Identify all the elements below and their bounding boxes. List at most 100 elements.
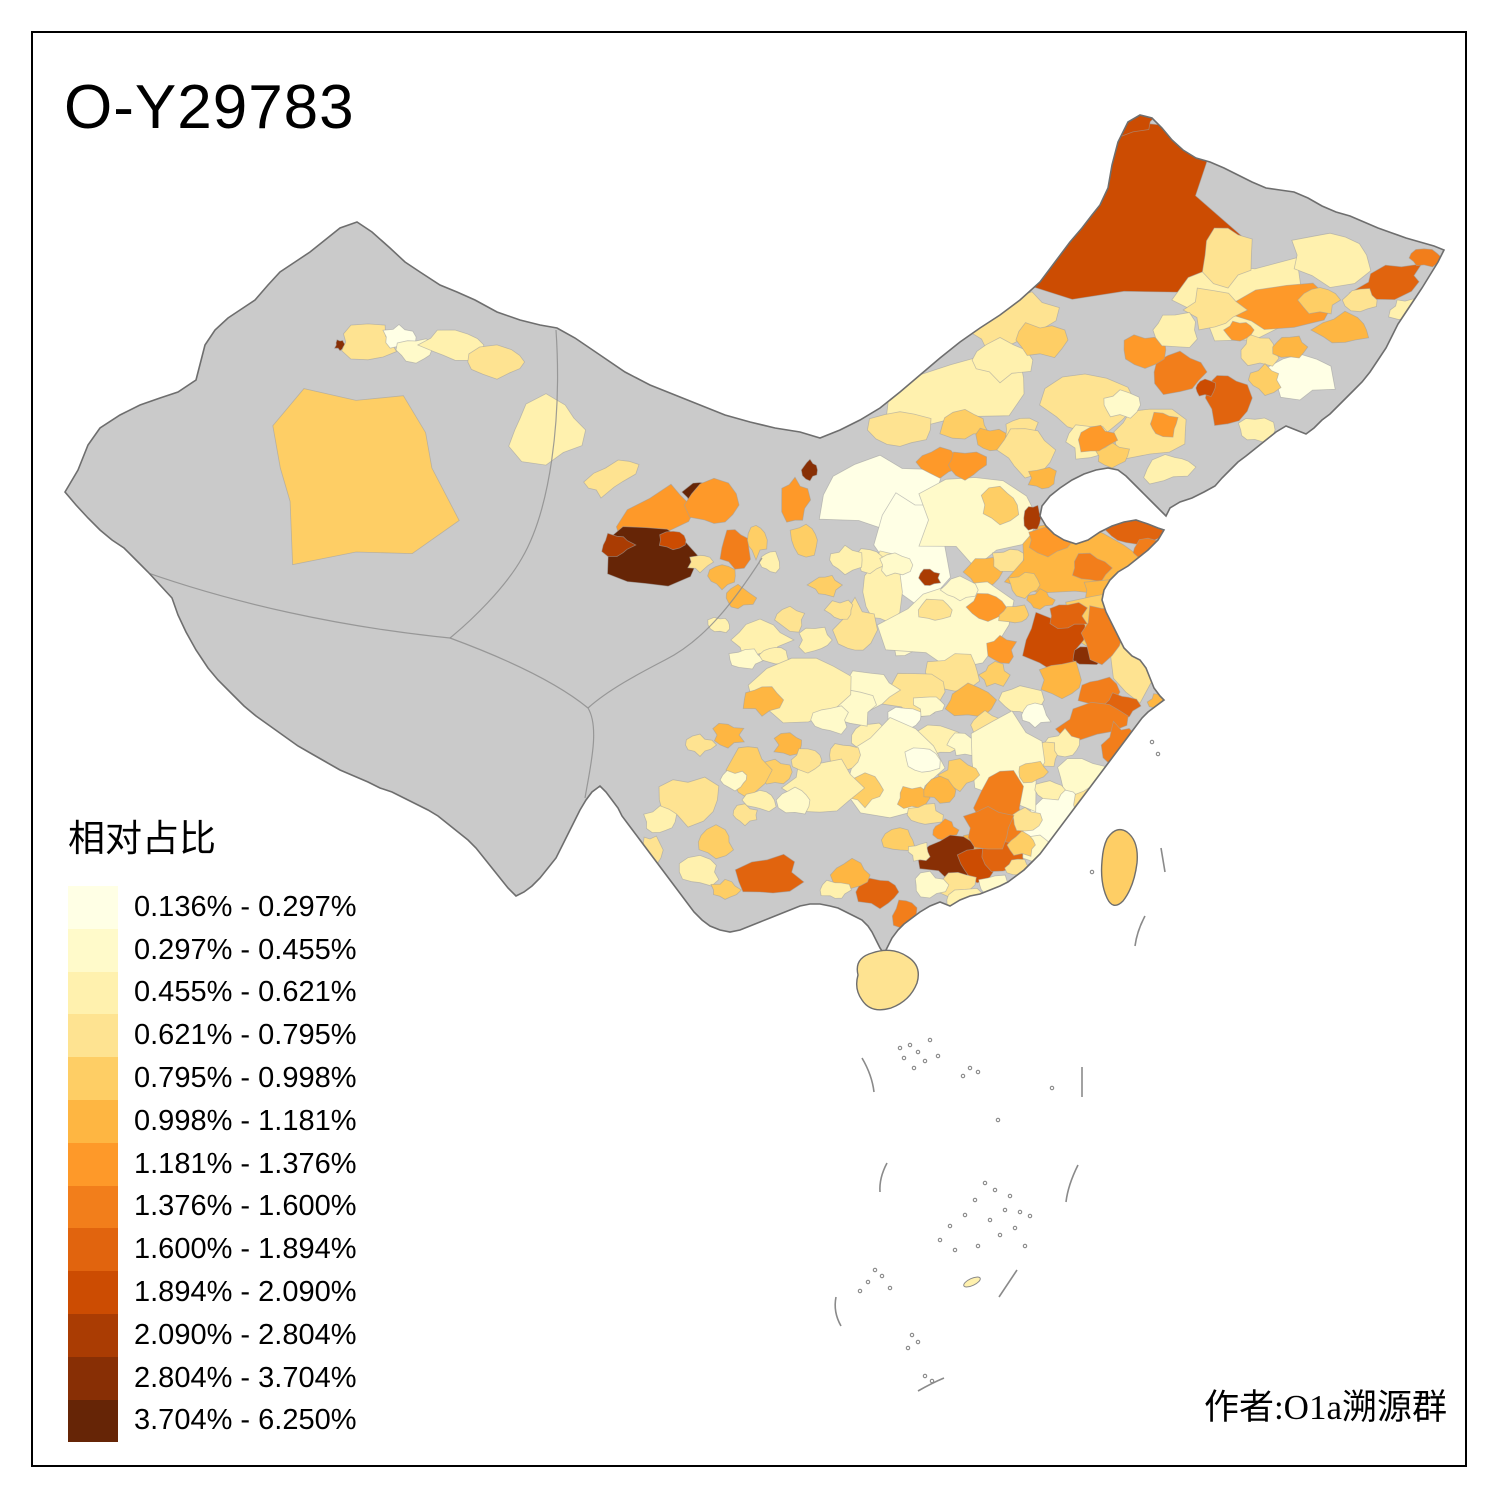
islet-dot [992, 1187, 998, 1193]
region-patch [1247, 363, 1282, 396]
region-patch [1006, 830, 1036, 857]
region-patch [741, 789, 777, 813]
region-patch [1012, 806, 1043, 832]
region-patch [1291, 232, 1372, 288]
islet-dot [915, 1339, 921, 1345]
region-patch [583, 459, 640, 499]
pale-islet [963, 1276, 981, 1288]
region-patch [1047, 502, 1080, 526]
islet-dot [1089, 869, 1095, 875]
region-patch [1021, 702, 1052, 729]
region-patch [1027, 466, 1057, 490]
islet-dot [1002, 1207, 1008, 1213]
islet-dot [967, 1065, 973, 1071]
islet-dot [997, 1232, 1003, 1238]
region-patch [939, 408, 990, 440]
legend-label: 3.704% - 6.250% [134, 1404, 357, 1437]
legend-label: 2.090% - 2.804% [134, 1318, 357, 1351]
legend-row: 0.455% - 0.621% [68, 971, 356, 1015]
islet-dot [982, 1180, 988, 1186]
region-patch [823, 599, 854, 620]
legend-row: 3.704% - 6.250% [68, 1399, 357, 1443]
region-patch [508, 393, 587, 466]
legend-swatch [68, 928, 118, 972]
region-patch [912, 696, 946, 717]
region-patch [601, 532, 637, 557]
islet-dot [947, 1223, 953, 1229]
islet-dot [1049, 1085, 1055, 1091]
region-patch [1297, 287, 1342, 315]
legend-row: 0.998% - 1.181% [68, 1099, 357, 1143]
taiwan-island-shape [1100, 829, 1138, 906]
region-patch [965, 593, 1007, 622]
legend-swatch [68, 1099, 118, 1143]
region-patch [906, 802, 944, 825]
region-patch [658, 776, 720, 828]
islet-dot [857, 1288, 863, 1294]
province-border-line [117, 561, 451, 639]
legend-row: 1.181% - 1.376% [68, 1142, 356, 1186]
mainland-outline [64, 114, 1446, 956]
region-patch [806, 574, 844, 598]
region-patch [918, 568, 942, 586]
sea-boundary-dashes-group [834, 847, 1166, 1392]
islet-dot [929, 1378, 935, 1384]
region-patch [1408, 248, 1443, 268]
region-patch [1077, 424, 1119, 453]
sea-boundary-dash [917, 1377, 945, 1392]
islet-dot [1007, 1193, 1013, 1199]
legend-swatch [68, 971, 118, 1015]
region-patch [829, 857, 871, 891]
region-patch [732, 803, 758, 827]
islet-dot [872, 1267, 878, 1273]
region-patch [710, 878, 743, 900]
region-patch [1223, 320, 1255, 342]
islet-dot [1149, 739, 1155, 745]
region-patch [789, 523, 818, 558]
islet-dot [922, 1058, 928, 1064]
sea-boundary-dash [998, 1269, 1018, 1298]
sea-boundary-dash [834, 1296, 842, 1327]
legend-swatch [68, 1228, 118, 1272]
region-patch [707, 616, 730, 634]
legend-swatch [68, 1142, 118, 1186]
region-patch [1023, 504, 1042, 531]
page-title: O-Y29783 [64, 73, 355, 142]
sea-boundary-dash [861, 1057, 875, 1093]
islet-dot [972, 1197, 978, 1203]
region-patch [1310, 310, 1370, 344]
sea-boundary-dash [1134, 915, 1146, 947]
legend-rows: 0.136% - 0.297% 0.297% - 0.455% 0.455% - 0… [68, 886, 357, 1443]
region-patch [1149, 411, 1179, 438]
islet-dot [937, 1237, 943, 1243]
region-patch [1201, 227, 1253, 289]
region-patch [728, 648, 766, 670]
region-patch [1047, 849, 1074, 869]
legend: 相对占比 0.136% - 0.297% 0.297% - 0.455% 0.455… [68, 808, 357, 1443]
region-patch [998, 604, 1030, 624]
region-patch [832, 596, 878, 651]
region-patch [1034, 780, 1066, 801]
legend-swatch [68, 1185, 118, 1229]
legend-swatch [68, 1057, 118, 1100]
region-patch [734, 853, 805, 894]
region-patch [781, 476, 812, 523]
region-patch [866, 411, 932, 447]
legend-row: 2.090% - 2.804% [68, 1313, 357, 1357]
region-patch [725, 583, 758, 610]
region-patch [467, 344, 526, 380]
region-patch [687, 554, 715, 574]
province-borders-group [117, 329, 763, 799]
region-patch [790, 748, 823, 774]
region-patch [719, 770, 748, 792]
sea-boundary-dash [1160, 847, 1166, 873]
legend-row: 1.600% - 1.894% [68, 1228, 356, 1272]
region-patch [1143, 454, 1197, 485]
region-patch [977, 660, 1011, 688]
hainan-island-shape [855, 949, 920, 1011]
islet-dot [879, 1273, 885, 1279]
islet-dot [1155, 751, 1161, 757]
region-patch [1182, 287, 1249, 331]
legend-label: 0.998% - 1.181% [134, 1104, 357, 1137]
legend-label: 0.621% - 0.795% [134, 1019, 357, 1052]
